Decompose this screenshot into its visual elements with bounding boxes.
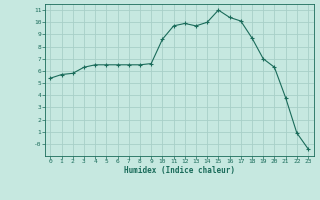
X-axis label: Humidex (Indice chaleur): Humidex (Indice chaleur)	[124, 166, 235, 175]
